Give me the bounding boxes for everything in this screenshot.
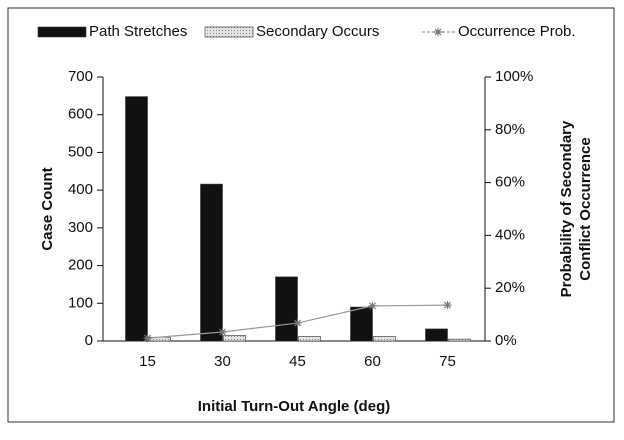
- x-axis-title: Initial Turn-Out Angle (deg): [198, 398, 390, 415]
- y2-tick-label: 100%: [495, 68, 533, 85]
- bar: [373, 336, 396, 342]
- line-marker: [293, 319, 302, 328]
- x-tick-label: 15: [139, 353, 156, 370]
- y2-axis-title: Probability of Secondary: [558, 120, 575, 297]
- y-tick-label: 200: [68, 257, 93, 274]
- x-tick-label: 45: [289, 353, 306, 370]
- x-tick-label: 75: [439, 353, 456, 370]
- y-tick-label: 700: [68, 68, 93, 85]
- y-axis-title: Case Count: [39, 167, 56, 250]
- y2-tick-label: 40%: [495, 226, 525, 243]
- bar: [425, 328, 448, 342]
- y2-tick-label: 80%: [495, 121, 525, 138]
- legend-label: Secondary Occurs: [256, 23, 379, 40]
- x-tick-label: 30: [214, 353, 231, 370]
- legend-label: Occurrence Prob.: [458, 23, 576, 40]
- bar: [448, 338, 471, 342]
- y2-tick-label: 0%: [495, 332, 517, 349]
- y-tick-label: 400: [68, 181, 93, 198]
- bar: [125, 96, 148, 342]
- line-marker: [368, 301, 377, 310]
- y-tick-label: 100: [68, 294, 93, 311]
- bar: [275, 276, 298, 342]
- bar: [223, 335, 246, 342]
- legend-swatch: [37, 26, 87, 38]
- x-tick-label: 60: [364, 353, 381, 370]
- y-tick-label: 300: [68, 219, 93, 236]
- chart-border: [7, 7, 615, 423]
- y-tick-label: 600: [68, 106, 93, 123]
- legend-marker: [434, 28, 442, 36]
- y2-tick-label: 20%: [495, 279, 525, 296]
- y-tick-label: 0: [85, 332, 93, 349]
- line-marker: [218, 328, 227, 337]
- y2-tick-label: 60%: [495, 174, 525, 191]
- y-tick-label: 500: [68, 143, 93, 160]
- line-marker: [443, 301, 452, 310]
- line-marker: [143, 334, 152, 343]
- legend-label: Path Stretches: [89, 23, 187, 40]
- y2-axis-title: Conflict Occurrence: [577, 137, 594, 280]
- bar: [298, 336, 321, 342]
- bar: [200, 183, 223, 342]
- legend-swatch: [204, 26, 254, 38]
- bar: [350, 306, 373, 342]
